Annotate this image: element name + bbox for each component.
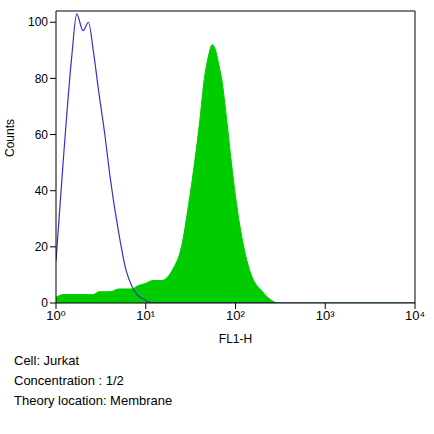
svg-text:80: 80 (35, 72, 49, 86)
svg-text:10⁴: 10⁴ (405, 308, 425, 323)
svg-text:0: 0 (41, 296, 48, 310)
svg-text:20: 20 (35, 240, 49, 254)
svg-text:10³: 10³ (316, 308, 335, 323)
html-text:Concentration : 1/2: Concentration : 1/2 (14, 373, 124, 388)
svg-text:60: 60 (35, 128, 49, 142)
svg-text:40: 40 (35, 184, 49, 198)
html-text:Cell: Jurkat: Cell: Jurkat (14, 353, 79, 368)
svg-text:10²: 10² (226, 308, 245, 323)
svg-text:FL1-H: FL1-H (219, 332, 252, 345)
html-text:Theory location: Membrane: Theory location: Membrane (14, 393, 173, 408)
svg-text:10¹: 10¹ (136, 308, 155, 323)
svg-text:Counts: Counts (8, 119, 17, 157)
svg-text:10⁰: 10⁰ (46, 308, 66, 323)
svg-text:100: 100 (28, 15, 48, 29)
